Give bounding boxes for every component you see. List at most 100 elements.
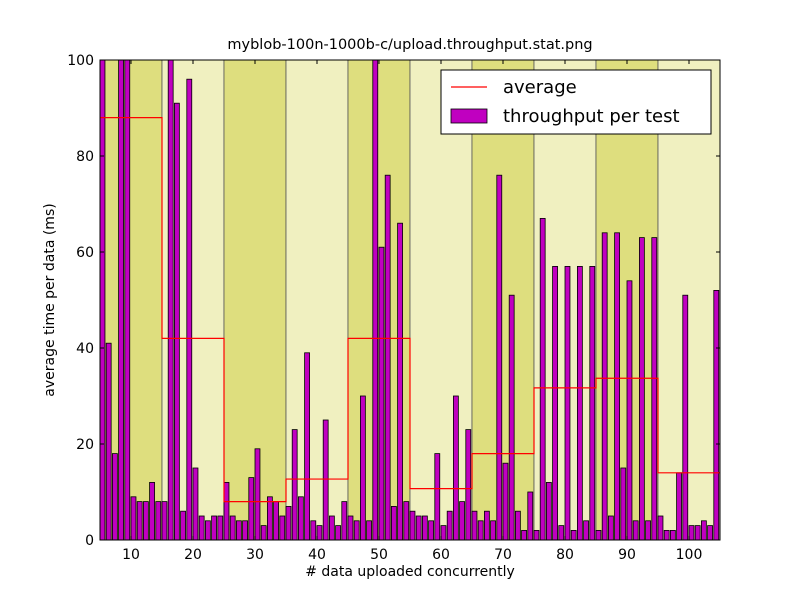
y-axis-ticks: 0 20 40 60 80 100	[67, 53, 720, 549]
bar	[397, 222, 403, 541]
x-axis-label: # data uploaded concurrently	[305, 564, 515, 580]
y-tick-label: 40	[76, 341, 94, 357]
bar	[403, 501, 410, 541]
bar	[608, 515, 614, 541]
bar	[477, 520, 484, 541]
bar	[248, 477, 255, 541]
bar	[620, 467, 627, 541]
y-tick-label: 0	[85, 533, 94, 549]
bar	[285, 505, 292, 541]
bar	[124, 59, 131, 541]
bar	[328, 515, 335, 541]
background-band	[409, 59, 473, 541]
chart-title: myblob-100n-1000b-c/upload.throughput.st…	[227, 37, 592, 53]
bar	[676, 472, 682, 541]
bar	[446, 510, 453, 541]
bar	[291, 429, 298, 541]
bar	[670, 530, 676, 541]
bar	[378, 246, 385, 541]
bar	[173, 102, 180, 541]
bar	[440, 525, 447, 541]
bar	[118, 59, 124, 541]
bar	[657, 515, 664, 541]
x-tick-label: 10	[122, 547, 140, 563]
bar	[142, 501, 149, 541]
bar	[390, 505, 397, 541]
bar	[496, 174, 503, 541]
bar	[583, 520, 589, 541]
bar	[539, 217, 546, 541]
bar	[99, 59, 106, 541]
bar	[347, 515, 354, 541]
y-axis-label: average time per data (ms)	[42, 203, 58, 396]
bar-series	[99, 59, 720, 541]
bar	[707, 525, 713, 541]
bar	[421, 515, 428, 541]
bar	[310, 520, 317, 541]
bar	[546, 481, 552, 541]
bar	[130, 496, 137, 541]
bar	[217, 515, 224, 541]
bar	[322, 419, 329, 541]
background-band	[657, 59, 721, 541]
x-tick-label: 40	[308, 547, 326, 563]
bar	[589, 265, 596, 541]
bar	[434, 453, 441, 541]
bar	[149, 481, 155, 541]
x-tick-label: 100	[676, 547, 703, 563]
bar	[372, 59, 379, 541]
average-line	[100, 117, 720, 503]
legend-label: throughput per test	[503, 106, 680, 127]
bar	[359, 395, 366, 541]
bar	[682, 294, 689, 541]
bar	[639, 237, 645, 541]
x-tick-label: 30	[246, 547, 264, 563]
bar	[242, 520, 248, 541]
legend: average throughput per test	[440, 69, 712, 135]
y-tick-label: 100	[67, 53, 94, 69]
bar	[235, 520, 242, 541]
bar	[595, 530, 602, 541]
bar	[167, 59, 174, 541]
bar	[112, 453, 118, 541]
bar	[260, 525, 267, 541]
bar	[558, 525, 565, 541]
bar	[335, 525, 341, 541]
bar	[663, 530, 670, 541]
x-tick-label: 80	[556, 547, 574, 563]
bar	[614, 232, 620, 541]
bar	[353, 520, 360, 541]
bar	[161, 501, 168, 541]
bar	[254, 448, 261, 541]
bar	[632, 520, 639, 541]
bar	[155, 501, 162, 541]
bar	[266, 496, 273, 541]
bar	[471, 510, 478, 541]
y-tick-label: 20	[76, 437, 94, 453]
bar	[527, 491, 534, 541]
x-tick-label: 50	[370, 547, 388, 563]
bar	[570, 530, 577, 541]
bar	[465, 429, 472, 541]
plot-frame	[99, 59, 721, 541]
legend-patch-swatch	[450, 108, 488, 124]
y-tick-label: 80	[76, 149, 94, 165]
bar	[694, 525, 701, 541]
y-tick-label: 60	[76, 245, 94, 261]
bar	[304, 352, 310, 541]
bar	[459, 501, 465, 541]
bar	[533, 530, 540, 541]
bar	[211, 515, 217, 541]
bar	[701, 520, 707, 541]
bar	[564, 265, 571, 541]
bar	[192, 467, 199, 541]
bar	[384, 174, 391, 541]
bar	[645, 520, 651, 541]
bar	[651, 237, 658, 541]
bar	[626, 280, 633, 541]
bar	[452, 395, 459, 541]
bar	[521, 530, 527, 541]
bar	[341, 501, 348, 541]
bar	[297, 496, 304, 541]
